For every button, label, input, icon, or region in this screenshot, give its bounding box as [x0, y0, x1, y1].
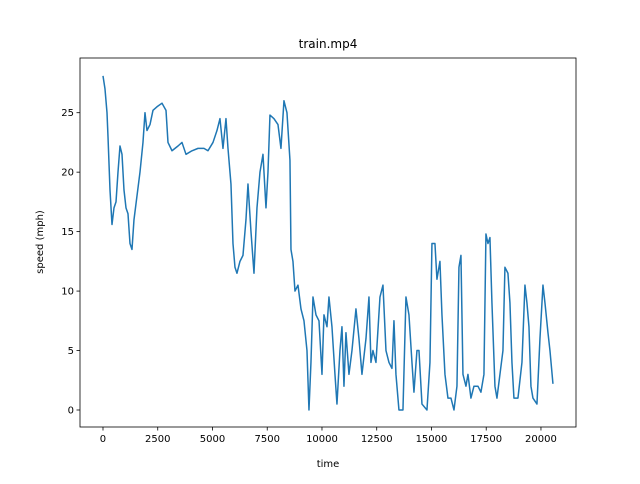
x-tick-label: 0	[100, 434, 106, 445]
x-tick-label: 5000	[200, 434, 225, 445]
x-tick-label: 12500	[361, 434, 393, 445]
line	[102, 75, 554, 411]
y-tick-label: 10	[61, 287, 74, 298]
y-tick-label: 25	[61, 108, 74, 119]
plot-frame	[79, 57, 577, 428]
x-axis-label: time	[317, 459, 340, 470]
x-tick-label: 15000	[416, 434, 448, 445]
chart-title: train.mp4	[299, 37, 358, 51]
y-tick-label: 20	[61, 168, 74, 179]
x-tick-label: 10000	[306, 434, 338, 445]
y-axis-label: speed (mph)	[35, 210, 46, 274]
x-tick-label: 2500	[145, 434, 170, 445]
y-tick-label: 15	[61, 227, 74, 238]
y-tick-label: 0	[68, 405, 74, 416]
x-tick-label: 20000	[525, 434, 557, 445]
x-tick-label: 17500	[470, 434, 502, 445]
y-tick-label: 5	[68, 346, 74, 357]
x-tick-label: 7500	[255, 434, 280, 445]
